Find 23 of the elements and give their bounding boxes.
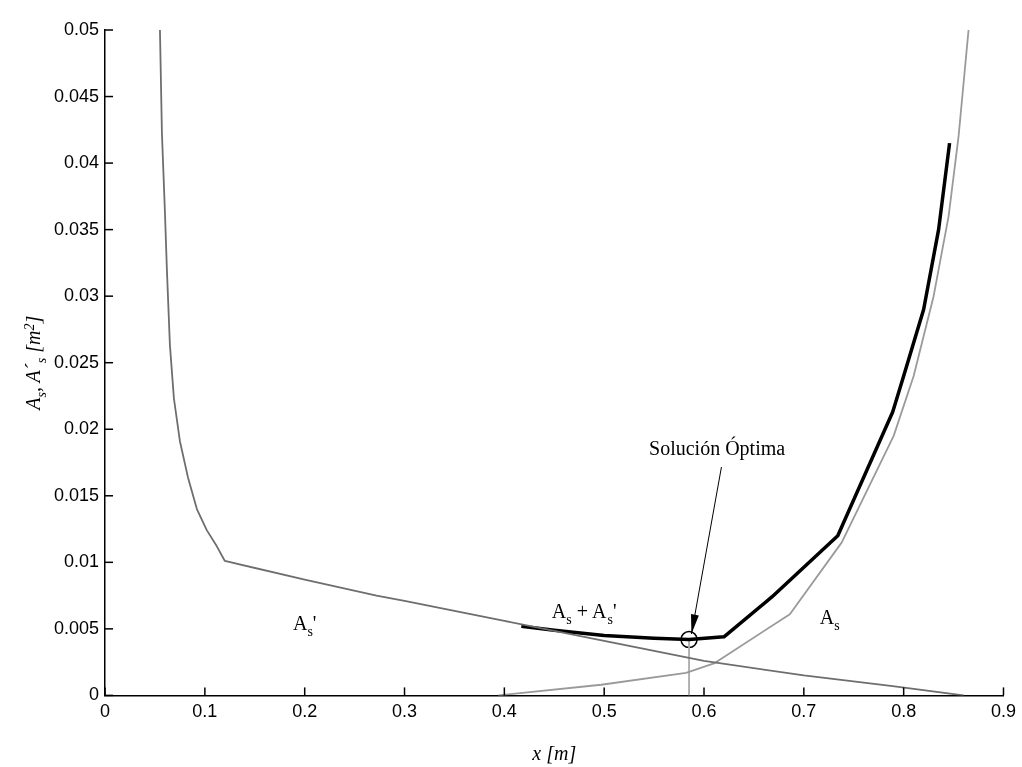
y-tick-label: 0.02: [64, 418, 100, 439]
y-tick-label: 0.005: [54, 617, 100, 638]
x-axis-title: x [m]: [531, 742, 577, 764]
y-tick-label: 0.045: [54, 85, 100, 106]
x-tick-label: 0.4: [491, 701, 517, 722]
x-tick-label: 0.3: [392, 701, 418, 722]
y-tick-label: 0.04: [64, 152, 100, 173]
x-tick-label: 0.9: [990, 701, 1016, 722]
x-tick-label: 0.8: [891, 701, 917, 722]
y-axis-title: As, A´s [m2]: [22, 315, 49, 412]
y-tick-label: 0.035: [54, 218, 100, 239]
y-tick-label: 0.015: [54, 484, 100, 505]
x-tick-label: 0.1: [192, 701, 218, 722]
y-tick-label: 0: [89, 684, 100, 705]
x-tick-label: 0.5: [591, 701, 617, 722]
x-tick-label: 0.6: [691, 701, 717, 722]
y-tick-label: 0.05: [64, 18, 100, 39]
x-tick-label: 0.7: [791, 701, 817, 722]
y-tick-label: 0.01: [64, 551, 100, 572]
x-tick-label: 0.2: [292, 701, 318, 722]
y-tick-label: 0.025: [54, 351, 100, 372]
annotation: Solución Óptima: [649, 435, 786, 460]
y-tick-label: 0.03: [64, 285, 100, 306]
